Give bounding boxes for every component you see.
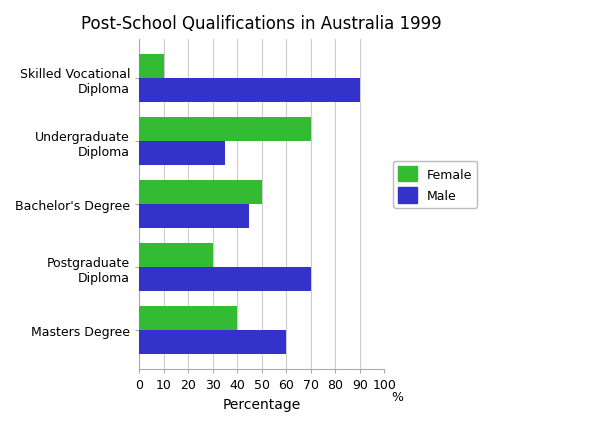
Bar (139, 142, 225, 166)
Bar (139, 181, 262, 205)
Bar (139, 331, 286, 354)
Bar (139, 118, 311, 142)
Text: %: % (391, 390, 403, 403)
X-axis label: Percentage: Percentage (223, 397, 301, 411)
Bar (139, 205, 250, 229)
Legend: Female, Male: Female, Male (393, 161, 477, 208)
Bar (139, 307, 237, 331)
Bar (139, 55, 163, 79)
Bar (139, 79, 360, 103)
Title: Post-School Qualifications in Australia 1999: Post-School Qualifications in Australia … (81, 15, 442, 33)
Bar (139, 244, 213, 268)
Bar (139, 268, 311, 292)
